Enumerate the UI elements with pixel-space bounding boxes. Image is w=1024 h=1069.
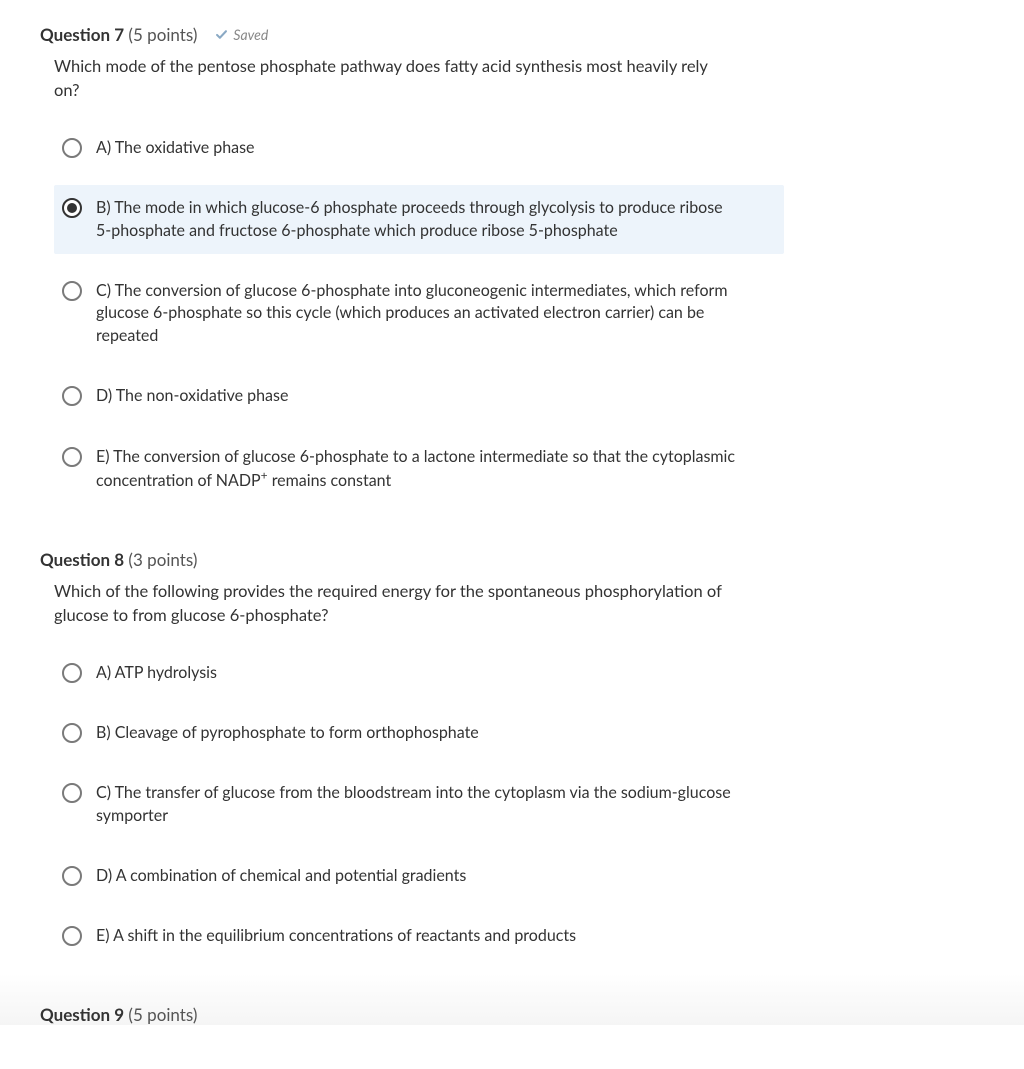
option-body: The transfer of glucose from the bloodst… <box>96 783 731 824</box>
option-letter: C) <box>96 783 115 802</box>
question-text: Which of the following provides the requ… <box>54 580 734 628</box>
saved-label: Saved <box>233 26 268 43</box>
radio-button[interactable] <box>62 198 82 218</box>
option-body: A combination of chemical and potential … <box>116 866 467 885</box>
option-body: ATP hydrolysis <box>115 663 217 682</box>
option-body: The mode in which glucose-6 phosphate pr… <box>96 198 723 239</box>
option-row[interactable]: E) A shift in the equilibrium concentrat… <box>54 913 784 959</box>
radio-button[interactable] <box>62 866 82 886</box>
option-body: Cleavage of pyrophosphate to form orthop… <box>115 723 479 742</box>
option-body: The non-oxidative phase <box>116 386 289 405</box>
question-title: Question 8 (3 points) <box>40 549 197 570</box>
option-text: A) The oxidative phase <box>96 137 255 159</box>
radio-button[interactable] <box>62 447 82 467</box>
option-row[interactable]: E) The conversion of glucose 6-phosphate… <box>54 434 784 505</box>
question-header: Question 8 (3 points) <box>40 549 984 570</box>
radio-button[interactable] <box>62 783 82 803</box>
question-header: Question 9 (5 points) <box>40 1004 984 1025</box>
option-text: B) Cleavage of pyrophosphate to form ort… <box>96 722 479 744</box>
option-row[interactable]: C) The transfer of glucose from the bloo… <box>54 770 784 839</box>
option-letter: E) <box>96 926 113 945</box>
question-block: Question 7 (5 points) Saved Which mode of … <box>40 24 984 505</box>
option-row[interactable]: A) ATP hydrolysis <box>54 650 784 696</box>
option-text: A) ATP hydrolysis <box>96 662 217 684</box>
option-row[interactable]: B) The mode in which glucose-6 phosphate… <box>54 185 784 254</box>
question-number: 8 <box>110 549 124 570</box>
radio-button[interactable] <box>62 386 82 406</box>
question-number: 7 <box>110 24 124 45</box>
option-text: C) The transfer of glucose from the bloo… <box>96 782 736 827</box>
option-text: C) The conversion of glucose 6-phosphate… <box>96 280 736 347</box>
question-points: (5 points) <box>124 24 197 45</box>
option-text: D) The non-oxidative phase <box>96 385 288 407</box>
option-row[interactable]: C) The conversion of glucose 6-phosphate… <box>54 268 784 359</box>
radio-button[interactable] <box>62 138 82 158</box>
question-points: (3 points) <box>124 549 197 570</box>
option-row[interactable]: A) The oxidative phase <box>54 125 784 171</box>
radio-button[interactable] <box>62 281 82 301</box>
check-icon <box>215 28 228 41</box>
option-letter: E) <box>96 447 113 466</box>
question-title: Question 9 (5 points) <box>40 1004 197 1025</box>
radio-button[interactable] <box>62 926 82 946</box>
question-block: Question 8 (3 points) Which of the follow… <box>40 549 984 960</box>
question-label: Question <box>40 1004 110 1025</box>
option-row[interactable]: D) A combination of chemical and potenti… <box>54 853 784 899</box>
radio-button[interactable] <box>62 723 82 743</box>
option-letter: D) <box>96 866 116 885</box>
option-letter: D) <box>96 386 116 405</box>
option-row[interactable]: D) The non-oxidative phase <box>54 373 784 419</box>
option-body: A shift in the equilibrium concentration… <box>113 926 576 945</box>
option-letter: A) <box>96 663 115 682</box>
radio-button[interactable] <box>62 663 82 683</box>
question-title: Question 7 (5 points) <box>40 24 197 45</box>
question-points: (5 points) <box>124 1004 197 1025</box>
question-number: 9 <box>110 1004 124 1025</box>
option-text: B) The mode in which glucose-6 phosphate… <box>96 197 736 242</box>
question-label: Question <box>40 24 110 45</box>
question-header: Question 7 (5 points) Saved <box>40 24 984 45</box>
option-letter: B) <box>96 198 114 217</box>
question-text: Which mode of the pentose phosphate path… <box>54 55 734 103</box>
option-body: The conversion of glucose 6-phosphate to… <box>96 447 735 491</box>
option-text: E) The conversion of glucose 6-phosphate… <box>96 446 736 493</box>
question-block: Question 9 (5 points) <box>40 1004 984 1025</box>
option-text: E) A shift in the equilibrium concentrat… <box>96 925 576 947</box>
option-row[interactable]: B) Cleavage of pyrophosphate to form ort… <box>54 710 784 756</box>
saved-indicator: Saved <box>215 26 268 43</box>
option-letter: B) <box>96 723 115 742</box>
option-letter: C) <box>96 281 115 300</box>
quiz-page: Question 7 (5 points) Saved Which mode of … <box>0 0 1024 1025</box>
option-text: D) A combination of chemical and potenti… <box>96 865 466 887</box>
options-list: A) The oxidative phase B) The mode in whi… <box>54 125 984 505</box>
option-body: The oxidative phase <box>115 138 255 157</box>
option-letter: A) <box>96 138 115 157</box>
options-list: A) ATP hydrolysis B) Cleavage of pyrophos… <box>54 650 984 960</box>
question-label: Question <box>40 549 110 570</box>
option-body: The conversion of glucose 6-phosphate in… <box>96 281 728 345</box>
